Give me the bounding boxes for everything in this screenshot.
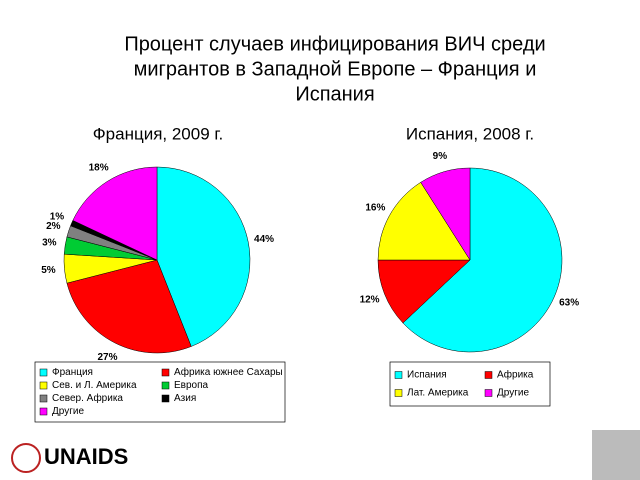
chart-subtitle: Испания, 2008 г. (406, 124, 534, 143)
value-label: 3% (42, 238, 57, 249)
logo-text: UNAIDS (44, 444, 128, 469)
legend-swatch (484, 371, 493, 379)
decor-image (592, 430, 640, 480)
pie-slice (402, 167, 563, 353)
legend-label: Испания (407, 370, 447, 381)
title-line: Процент случаев инфицирования ВИЧ среди (124, 33, 545, 55)
chart-subtitle: Франция, 2009 г. (93, 124, 224, 143)
value-label: 2% (46, 221, 61, 232)
pie-slice (156, 166, 251, 347)
legend-label: Африка южнее Сахары (174, 366, 283, 378)
pie-slice (377, 181, 471, 261)
legend-swatch (161, 381, 170, 390)
title-line: Испания (295, 83, 374, 105)
value-label: 5% (41, 265, 56, 276)
value-label: 63% (559, 298, 579, 309)
value-label: 44% (254, 234, 274, 245)
pie-slice (420, 167, 471, 261)
value-label: 9% (433, 151, 448, 162)
legend-swatch (484, 389, 493, 397)
value-label: 1% (50, 211, 65, 222)
pie-slice (66, 259, 192, 354)
legend-swatch (39, 394, 48, 403)
legend-box (34, 361, 286, 423)
value-label: 12% (360, 294, 380, 305)
legend-swatch (161, 368, 170, 377)
legend-swatch (39, 381, 48, 390)
value-label: 16% (365, 203, 385, 214)
legend-label: Лат. Америка (407, 388, 469, 399)
logo-emblem (11, 443, 41, 473)
legend-label: Север. Африка (52, 392, 123, 404)
legend-label: Европа (174, 380, 209, 391)
legend-label: Африка (497, 369, 534, 381)
legend-swatch (394, 389, 403, 397)
legend-box (389, 361, 551, 407)
value-label: 27% (98, 352, 118, 363)
pie-slice (377, 259, 471, 324)
legend-label: Франция (52, 367, 93, 378)
legend-label: Другие (52, 406, 84, 417)
logo: UNAIDS (11, 443, 128, 473)
legend-label: Азия (174, 393, 196, 404)
title-line: мигрантов в Западной Европе – Франция и (134, 58, 537, 80)
legend-swatch (394, 371, 403, 379)
legend-swatch (161, 394, 170, 403)
legend-label: Сев. и Л. Америка (52, 380, 137, 391)
legend-swatch (39, 368, 48, 377)
pie-slice (72, 166, 158, 261)
legend-swatch (39, 407, 48, 416)
value-label: 18% (89, 163, 109, 174)
legend-label: Другие (497, 388, 529, 399)
